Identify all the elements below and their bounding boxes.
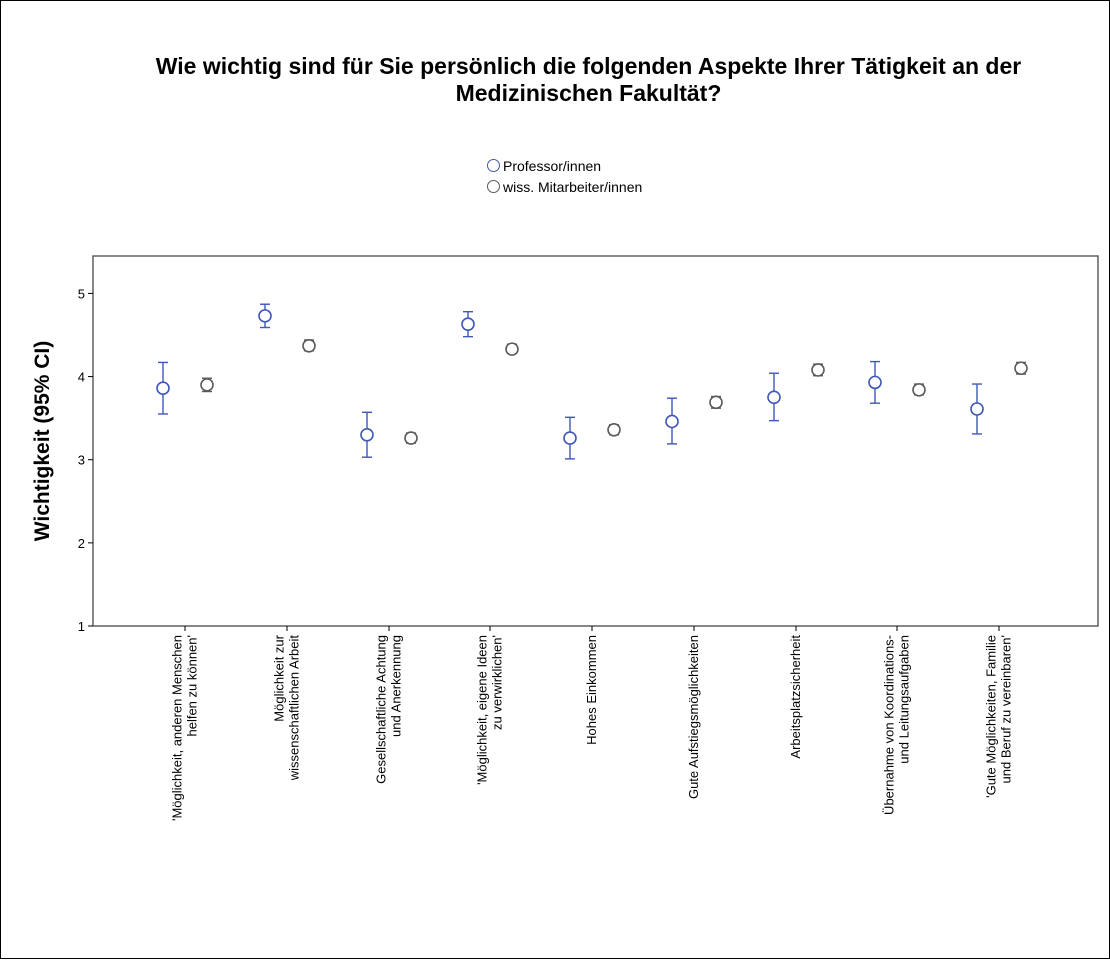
mean-point-professors [360,427,374,442]
legend-label-staff: wiss. Mitarbeiter/innen [503,178,643,195]
category-label-line: wissenschaftlichen Arbeit [287,635,302,782]
mean-point-professors [563,431,577,445]
mean-point-professors [665,414,679,429]
legend-item-staff: wiss. Mitarbeiter/innen [487,176,642,197]
mean-point-professors [156,381,170,396]
mean-point-staff [912,383,926,397]
category-label: Arbeitsplatzsicherheit [788,635,803,759]
legend-label-professors: Professor/innen [503,157,602,174]
chart-title: Wie wichtig sind für Sie persönlich die … [155,53,1022,106]
y-tick-label: 5 [78,286,85,301]
category-label-line: und Anerkennung [389,635,404,737]
mean-point-staff [811,363,825,377]
category-label: 'Möglichkeit, eigene Ideenzu verwirklich… [475,635,505,785]
mean-point-staff [607,422,621,437]
category-label: Gesellschaftliche Achtungund Anerkennung [374,635,404,784]
plot-border [92,255,1099,627]
category-label-line: 'Möglichkeit, eigene Ideen [475,635,490,785]
category-label-line: und Leitungsaufgaben [897,635,912,764]
mean-point-professors [461,317,475,331]
mean-point-professors [970,402,984,416]
category-label: Möglichkeit zurwissenschaftlichen Arbeit [272,634,302,781]
y-axis-title: Wichtigkeit (95% CI) [31,341,54,542]
category-label-line: 'Gute Möglichkeiten, Familie [984,635,999,798]
mean-point-staff [1014,361,1028,376]
category-label-line: zu verwirklichen' [490,635,505,730]
y-tick-label: 3 [78,453,85,468]
legend-marker-staff [487,180,500,193]
legend-item-professors: Professor/innen [487,155,642,176]
category-label-line: und Beruf zu vereinbaren' [999,635,1014,783]
category-label: Übernahme von Koordinations-und Leitungs… [882,635,912,815]
mean-point-staff [709,395,723,410]
category-label: 'Gute Möglichkeiten, Familieund Beruf zu… [984,635,1014,798]
mean-point-staff [200,378,214,392]
category-label-line: Hohes Einkommen [584,635,599,745]
category-label: 'Möglichkeit, anderen Menschenhelfen zu … [170,635,200,821]
y-tick-label: 1 [78,619,85,634]
category-label-line: Gesellschaftliche Achtung [374,635,389,784]
y-tick-label: 2 [78,536,85,551]
legend: Professor/innen wiss. Mitarbeiter/innen [487,155,642,197]
legend-marker-professors [487,159,500,172]
category-label-line: helfen zu können' [185,635,200,737]
mean-point-professors [868,375,882,390]
mean-point-staff [505,342,519,356]
mean-point-staff [404,431,418,445]
category-label-line: Gute Aufstiegsmöglichkeiten [686,635,701,799]
y-tick-label: 4 [78,370,85,385]
category-label-line: Arbeitsplatzsicherheit [788,635,803,759]
category-label-line: Möglichkeit zur [272,634,287,721]
category-label: Gute Aufstiegsmöglichkeiten [686,635,701,799]
mean-point-professors [258,309,272,323]
mean-point-professors [767,390,781,405]
category-label-line: Übernahme von Koordinations- [882,635,897,815]
mean-point-staff [302,338,316,353]
category-label-line: 'Möglichkeit, anderen Menschen [170,635,185,821]
category-label: Hohes Einkommen [584,635,599,745]
